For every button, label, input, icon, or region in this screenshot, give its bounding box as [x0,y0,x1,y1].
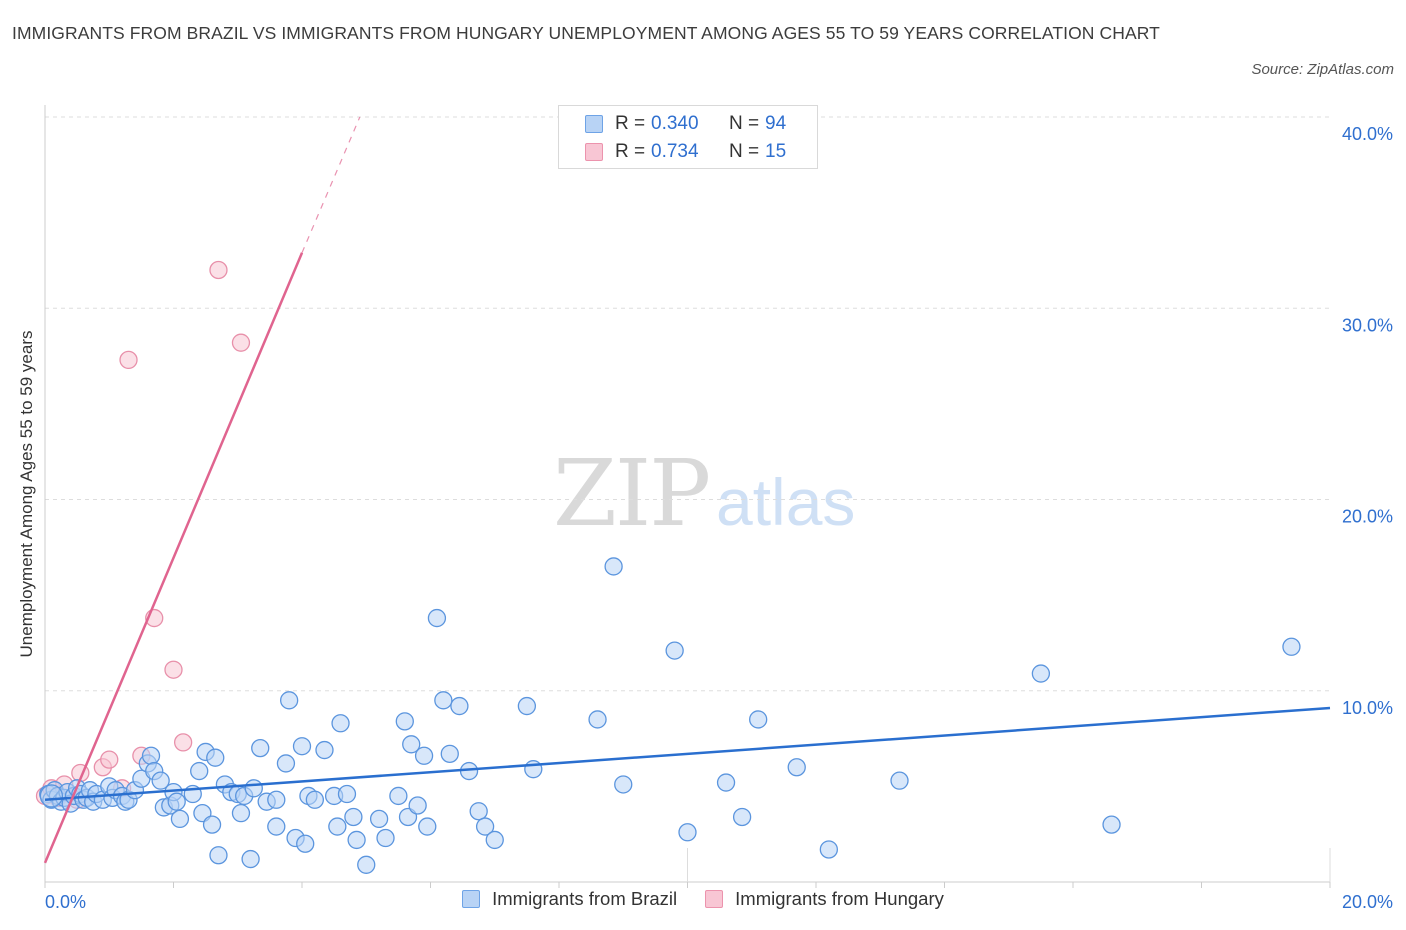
brazil-point [389,786,408,806]
brazil-point [402,735,421,754]
brazil-point [206,748,225,767]
brazil-point [469,802,488,821]
brazil-point [1282,637,1301,656]
correlation-legend: R = 0.340 N = 94 R = 0.734 N = 15 [558,105,818,169]
brazil-trendline [44,706,1331,802]
legend-swatch-brazil [585,115,603,133]
brazil-point [241,849,260,869]
hungary-point [209,260,228,280]
brazil-point [337,784,357,804]
brazil-point [604,557,623,576]
hungary-point [231,333,251,352]
legend-r-value: 0.734 [651,141,699,162]
brazil-point [588,710,607,729]
legend-row-hungary: R = 0.734 N = 15 [585,139,786,165]
brazil-point [331,714,350,733]
brazil-point [344,807,363,827]
watermark-zip: ZIP [553,440,711,547]
brazil-point [209,846,228,865]
brazil-point [279,691,299,710]
brazil-point [151,771,170,790]
brazil-point [1031,664,1051,683]
brazil-point [749,710,768,729]
legend-swatch-hungary [585,143,603,161]
brazil-point [678,823,697,842]
brazil-point [141,746,161,765]
hungary-point [164,660,183,679]
hungary-trendline [43,252,304,864]
brazil-point [276,754,296,773]
brazil-point [1102,815,1121,834]
hungary-point [119,350,138,370]
brazil-point [787,758,806,777]
brazil-point [267,817,286,836]
brazil-point [292,737,312,756]
brazil-point [440,744,459,764]
hungary-trendline-extension [301,116,361,254]
legend-r-label: R = [615,113,646,134]
brazil-point [517,696,537,716]
series-legend-hungary[interactable]: Immigrants from Hungary [705,888,944,910]
brazil-point [418,817,437,836]
brazil-point [357,855,376,874]
brazil-point [665,641,684,660]
legend-n-value: 94 [765,113,787,134]
brazil-point [267,790,286,809]
series-label-hungary: Immigrants from Hungary [735,888,944,909]
brazil-point-cluster [39,784,64,808]
series-label-brazil: Immigrants from Brazil [492,888,678,909]
y-tick-label: 20.0% [1342,507,1393,527]
legend-n-label: N = [729,113,760,134]
brazil-point [434,691,453,710]
brazil-point [376,828,395,848]
y-tick-label: 30.0% [1342,315,1393,335]
series-legend: Immigrants from Brazil Immigrants from H… [0,888,1406,910]
brazil-point [369,809,389,829]
brazil-point [251,738,270,758]
brazil-point [244,779,263,798]
brazil-point [296,834,315,853]
chart-title: IMMIGRANTS FROM BRAZIL VS IMMIGRANTS FRO… [12,23,1160,43]
brazil-point [167,792,186,811]
y-axis-label: Unemployment Among Ages 55 to 59 years [17,330,36,658]
brazil-point [190,761,209,781]
watermark-atlas: atlas [716,465,856,539]
series-legend-brazil[interactable]: Immigrants from Brazil [462,888,677,910]
brazil-point [231,804,251,823]
brazil-point [408,796,427,815]
series-swatch-hungary [705,890,724,908]
brazil-point [819,840,838,859]
brazil-point [890,771,909,790]
brazil-point [347,830,366,850]
hungary-point [173,733,193,752]
brazil-point [414,746,434,765]
x-tick-label: 20.0% [1342,892,1393,912]
brazil-point [485,830,504,850]
legend-row-brazil: R = 0.340 N = 94 [585,111,786,137]
brazil-point [315,740,334,760]
legend-n-value: 15 [765,141,787,162]
brazil-point [427,608,447,628]
brazil-point [170,809,190,829]
brazil-point [395,712,414,731]
y-tick-label: 40.0% [1342,124,1393,144]
brazil-point [716,773,736,792]
y-tick-label: 10.0% [1342,698,1393,718]
brazil-point [732,807,752,827]
brazil-point [305,790,325,809]
brazil-point [475,817,495,836]
hungary-point [100,750,119,769]
brazil-point [614,775,633,794]
legend-r-value: 0.340 [651,113,699,134]
brazil-point [202,815,222,834]
x-tick-label: 0.0% [45,892,86,912]
brazil-point [450,696,469,716]
source-label: Source: ZipAtlas.com [1251,61,1394,78]
legend-n-label: N = [729,141,760,162]
series-swatch-brazil [462,890,481,908]
legend-r-label: R = [615,141,646,162]
brazil-point [328,817,347,836]
